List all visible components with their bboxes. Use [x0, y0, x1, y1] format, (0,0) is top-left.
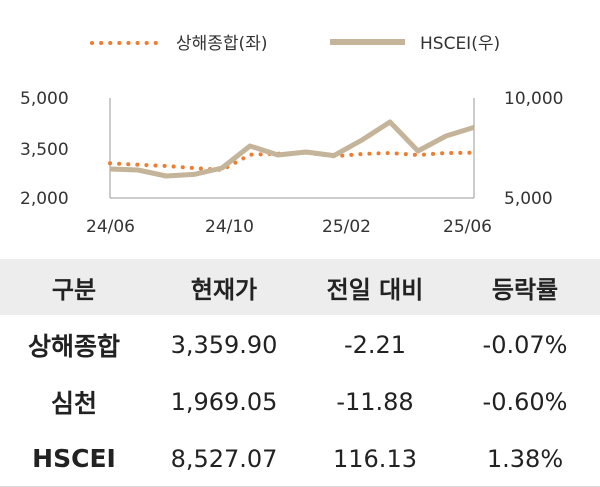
legend-label-hscei: HSCEI(우) [420, 34, 500, 54]
y-right-tick-label: 5,000 [504, 189, 553, 209]
table-cell-change: -11.88 [300, 372, 450, 430]
table-cell-name: 심천 [0, 372, 148, 430]
table-cell-price: 3,359.90 [148, 315, 300, 373]
table-row: HSCEI 8,527.07 116.13 1.38% [0, 429, 600, 487]
y-left-tick-label: 5,000 [20, 89, 69, 109]
table-cell-price: 1,969.05 [148, 372, 300, 430]
table-cell-name: 상해종합 [0, 315, 148, 373]
quote-table: 구분 현재가 전일 대비 등락률 상해종합 3,359.90 -2.21 -0.… [0, 259, 600, 487]
table-header-price: 현재가 [148, 259, 300, 316]
y-left-tick-label: 3,500 [20, 140, 69, 160]
table-cell-change: -2.21 [300, 315, 450, 373]
y-left-tick-label: 2,000 [20, 189, 69, 209]
chart: 상해종합(좌) HSCEI(우) 5,000 3,500 2,000 10,00… [20, 34, 563, 237]
table-header-rate: 등락률 [450, 259, 600, 316]
table-cell-price: 8,527.07 [148, 429, 300, 487]
series-line-hscei [109, 119, 475, 179]
table-cell-change: 116.13 [300, 429, 450, 487]
table-header-row: 구분 현재가 전일 대비 등락률 [0, 259, 600, 316]
legend: 상해종합(좌) HSCEI(우) [90, 34, 500, 54]
series-line-shanghai [108, 150, 476, 173]
table-cell-rate: 1.38% [450, 429, 600, 487]
x-tick-label: 24/06 [86, 217, 135, 237]
y-right-tick-label: 10,000 [504, 89, 563, 109]
table-row: 상해종합 3,359.90 -2.21 -0.07% [0, 315, 600, 373]
table-cell-rate: -0.07% [450, 315, 600, 373]
table-header-category: 구분 [0, 259, 148, 316]
table-cell-name: HSCEI [0, 429, 148, 487]
table-cell-rate: -0.60% [450, 372, 600, 430]
table-row: 심천 1,969.05 -11.88 -0.60% [0, 372, 600, 430]
x-tick-label: 24/10 [205, 217, 254, 237]
x-tick-label: 25/02 [322, 217, 371, 237]
x-tick-label: 25/06 [443, 217, 492, 237]
legend-label-shanghai: 상해종합(좌) [176, 34, 267, 54]
table-header-change: 전일 대비 [300, 259, 450, 316]
series-layer [108, 119, 476, 179]
